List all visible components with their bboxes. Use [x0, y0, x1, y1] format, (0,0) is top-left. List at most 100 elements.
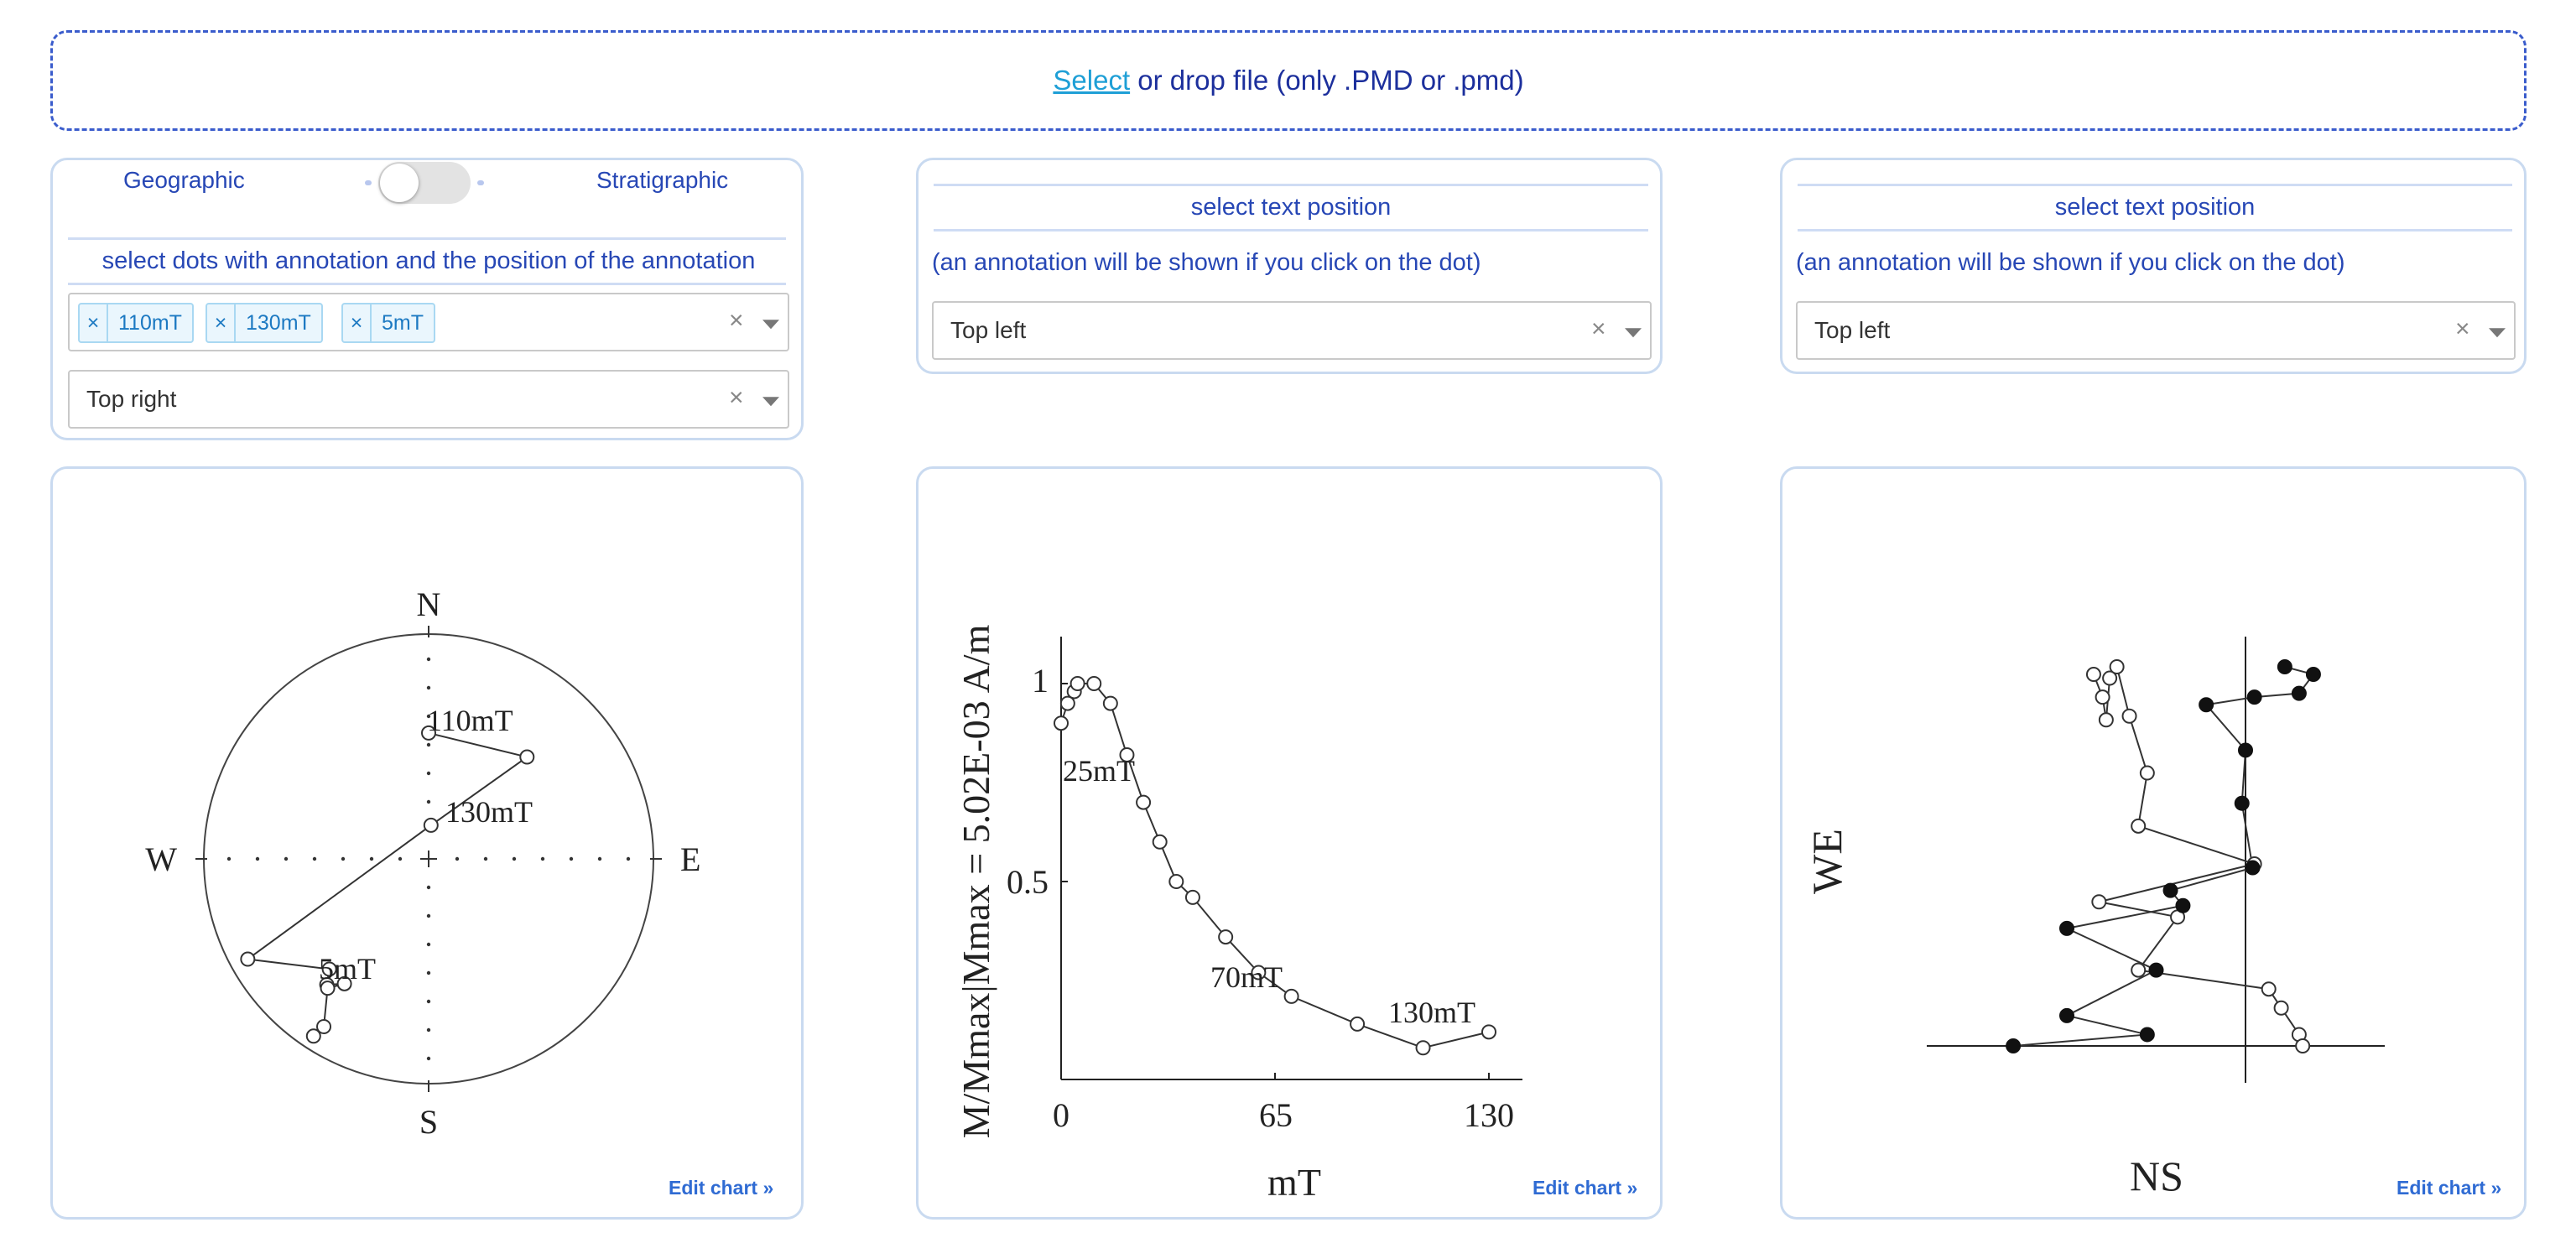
chip-label: 5mT: [382, 310, 424, 335]
clear-all-icon[interactable]: ×: [729, 306, 744, 335]
file-drop-zone[interactable]: Select or drop file (only .PMD or .pmd): [50, 30, 2527, 131]
clear-selection-icon[interactable]: ×: [2455, 315, 2470, 343]
edit-chart-link[interactable]: Edit chart »: [1533, 1177, 1638, 1199]
divider: [1798, 184, 2512, 186]
demag-point: [1168, 874, 1184, 889]
filled-point: [2006, 1038, 2022, 1053]
geographic-label[interactable]: Geographic: [123, 167, 245, 193]
filled-point: [2305, 667, 2321, 683]
projection-toggle-row: Geographic Stratigraphic: [53, 160, 806, 219]
open-point: [2295, 1038, 2311, 1053]
remove-chip-icon[interactable]: ×: [343, 304, 372, 341]
open-point: [2102, 670, 2118, 686]
filled-point: [2199, 697, 2214, 713]
stereonet-point: [316, 1019, 332, 1035]
divider: [1798, 229, 2512, 231]
toggle-knob[interactable]: [380, 164, 419, 202]
crosshair-dot: [369, 856, 374, 861]
direction-label-north: N: [417, 585, 441, 623]
crosshair-dot: [426, 1056, 431, 1061]
projection-control-panel: Geographic Stratigraphic select dots wit…: [50, 158, 804, 440]
edit-chart-link[interactable]: Edit chart »: [669, 1177, 774, 1199]
open-point: [2273, 1000, 2289, 1016]
open-point: [2131, 818, 2147, 834]
zijderveld-points: [2006, 659, 2321, 1053]
selected-position: Top left: [950, 317, 1027, 343]
chevron-down-icon[interactable]: [762, 397, 779, 407]
annotation-note: (an annotation will be shown if you clic…: [932, 249, 1481, 276]
select-file-link[interactable]: Select: [1053, 65, 1131, 96]
text-position-select[interactable]: Top left ×: [1796, 301, 2516, 360]
divider: [934, 184, 1648, 186]
filled-point: [2277, 659, 2292, 674]
coordinate-system-toggle[interactable]: [365, 162, 484, 204]
crosshair-dot: [426, 771, 431, 776]
crosshair-dot: [341, 856, 346, 861]
demag-x-tick-130: 130: [1464, 1096, 1514, 1134]
toggle-right-dot: [477, 180, 484, 185]
demag-point: [1350, 1016, 1366, 1032]
demag-point: [1218, 929, 1234, 945]
stratigraphic-label[interactable]: Stratigraphic: [596, 167, 729, 193]
crosshair-dot: [426, 942, 431, 947]
filled-point: [2162, 882, 2178, 898]
zijderveld-control-panel: select text position (an annotation will…: [1780, 158, 2527, 374]
chip-130mT[interactable]: × 130mT: [206, 303, 323, 343]
chevron-down-icon[interactable]: [1625, 328, 1642, 338]
annotation-110mT: 110mT: [427, 704, 513, 737]
stereonet-point: [321, 961, 337, 977]
filled-point: [2291, 685, 2307, 701]
demag-point: [1054, 715, 1069, 731]
chip-110mT[interactable]: × 110mT: [78, 303, 194, 343]
demag-axes: [1060, 637, 1522, 1080]
stereonet-point: [423, 817, 439, 833]
zijderveld-x-axis-label: NS: [2130, 1152, 2183, 1199]
filled-point: [2238, 742, 2253, 758]
open-point: [2131, 962, 2147, 978]
demag-point: [1184, 889, 1200, 905]
clear-selection-icon[interactable]: ×: [729, 383, 744, 412]
crosshair-dot: [512, 856, 517, 861]
crosshair-dot: [426, 742, 431, 747]
crosshair-dot: [455, 856, 460, 861]
stereonet-plot: N E S W 110mT 130mT 5mT: [145, 585, 700, 1141]
filled-point: [2059, 1007, 2074, 1023]
remove-chip-icon[interactable]: ×: [80, 304, 108, 341]
crosshair-dot: [426, 1027, 431, 1033]
chevron-down-icon[interactable]: [2489, 328, 2506, 338]
open-point: [2139, 765, 2155, 781]
crosshair-dot: [398, 856, 403, 861]
chip-5mT[interactable]: × 5mT: [341, 303, 435, 343]
drop-zone-hint: or drop file (only .PMD or .pmd): [1130, 65, 1524, 96]
stereonet-chart-card: N E S W 110mT 130mT 5mT Edit chart »: [50, 466, 804, 1220]
demag-point: [1481, 1024, 1496, 1040]
stereonet-point: [336, 975, 352, 991]
open-point: [2098, 712, 2114, 728]
text-position-select[interactable]: Top left ×: [932, 301, 1652, 360]
selected-position: Top right: [86, 386, 177, 412]
edit-chart-link[interactable]: Edit chart »: [2396, 1177, 2502, 1199]
chip-label: 110mT: [118, 310, 182, 335]
filled-point: [2139, 1027, 2155, 1043]
annotation-130mT: 130mT: [445, 795, 533, 829]
demag-x-tick-65: 65: [1259, 1096, 1293, 1134]
remove-chip-icon[interactable]: ×: [207, 304, 236, 341]
direction-label-south: S: [419, 1103, 438, 1141]
annotation-position-select[interactable]: Top right ×: [68, 370, 789, 429]
crosshair-dot: [426, 799, 431, 804]
crosshair-dot: [626, 856, 631, 861]
demag-y-tick-1: 1: [1032, 662, 1049, 700]
crosshair-dot: [540, 856, 545, 861]
clear-selection-icon[interactable]: ×: [1591, 315, 1606, 343]
annotation-5mT: 5mT: [319, 952, 376, 986]
demag-point: [1086, 676, 1102, 691]
crosshair-dot: [569, 856, 574, 861]
open-point: [2095, 689, 2110, 705]
demag-point: [1283, 988, 1299, 1004]
crosshair-dot: [426, 970, 431, 975]
crosshair-dot: [426, 885, 431, 890]
stereonet-annotations: 110mT 130mT 5mT: [319, 704, 533, 986]
chevron-down-icon[interactable]: [762, 320, 779, 330]
demag-chart-card: 0 65 130 1 0.5 mT M/Mmax|Mmax = 5.02E-03…: [916, 466, 1663, 1220]
annotated-dots-multiselect[interactable]: × 110mT × 130mT × 5mT ×: [68, 293, 789, 351]
